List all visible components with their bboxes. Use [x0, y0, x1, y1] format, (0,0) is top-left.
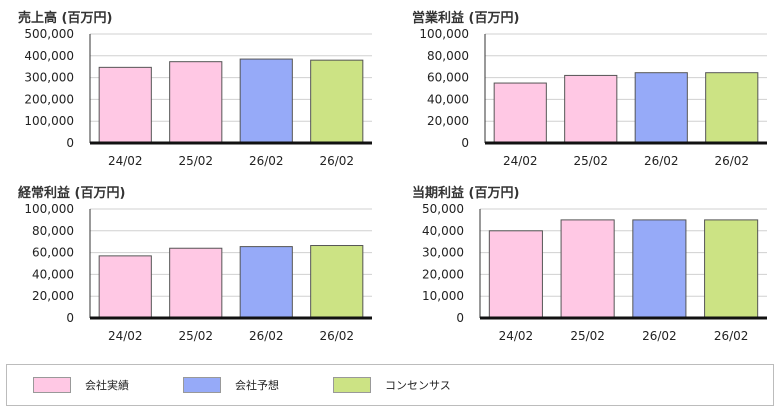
- x-tick-label: 26/02: [319, 154, 354, 168]
- legend-label-consensus: コンセンサス: [385, 379, 451, 392]
- y-tick-label: 20,000: [32, 289, 74, 303]
- y-tick-label: 100,000: [24, 202, 74, 216]
- y-tick-label: 60,000: [427, 71, 469, 85]
- chart-title: 営業利益 (百万円): [412, 10, 519, 26]
- bar: [493, 82, 547, 144]
- bar: [239, 246, 293, 319]
- y-tick-label: 300,000: [24, 71, 74, 85]
- legend-label-forecast: 会社予想: [235, 379, 279, 392]
- x-tick-label: 26/02: [642, 329, 677, 343]
- bar: [632, 219, 687, 319]
- x-tick-label: 25/02: [178, 329, 213, 343]
- y-tick-label: 100,000: [419, 27, 469, 41]
- y-tick-label: 0: [456, 311, 464, 325]
- y-tick-label: 50,000: [422, 202, 464, 216]
- y-tick-label: 100,000: [24, 114, 74, 128]
- bar: [634, 72, 688, 144]
- x-tick-label: 24/02: [503, 154, 538, 168]
- y-tick-label: 20,000: [422, 267, 464, 281]
- chart-title: 売上高 (百万円): [18, 10, 112, 26]
- x-tick-label: 25/02: [178, 154, 213, 168]
- x-tick-label: 25/02: [573, 154, 608, 168]
- y-tick-label: 0: [66, 136, 74, 150]
- chart-title: 経常利益 (百万円): [18, 185, 125, 201]
- bar: [704, 219, 759, 319]
- bar: [169, 247, 223, 319]
- bar: [239, 58, 293, 144]
- legend-item-consensus: コンセンサス: [333, 376, 451, 394]
- y-tick-label: 200,000: [24, 92, 74, 106]
- bar: [310, 59, 364, 144]
- legend-item-forecast: 会社予想: [183, 376, 279, 394]
- x-tick-label: 26/02: [249, 154, 284, 168]
- x-tick-label: 26/02: [714, 329, 749, 343]
- y-tick-label: 30,000: [422, 246, 464, 260]
- y-tick-label: 80,000: [427, 49, 469, 63]
- legend-swatch-forecast: [183, 377, 221, 393]
- x-tick-label: 26/02: [249, 329, 284, 343]
- charts-area: 売上高 (百万円)500,000 400,000 300,000 200,000 100…: [18, 10, 767, 343]
- legend-swatch-consensus: [333, 377, 371, 393]
- x-tick-label: 24/02: [499, 329, 534, 343]
- chart-title: 当期利益 (百万円): [412, 185, 519, 201]
- y-tick-label: 40,000: [422, 224, 464, 238]
- x-tick-label: 25/02: [570, 329, 605, 343]
- legend: 会社実績 会社予想 コンセンサス: [6, 364, 774, 406]
- bar: [705, 72, 759, 144]
- legend-label-actual: 会社実績: [85, 379, 129, 392]
- y-tick-label: 60,000: [32, 246, 74, 260]
- x-tick-label: 26/02: [319, 329, 354, 343]
- bar: [98, 66, 152, 144]
- bar: [169, 61, 223, 144]
- y-tick-label: 0: [66, 311, 74, 325]
- x-tick-label: 24/02: [108, 154, 143, 168]
- y-tick-label: 20,000: [427, 114, 469, 128]
- bar: [310, 245, 364, 319]
- bar: [564, 74, 618, 144]
- bar: [98, 255, 152, 319]
- y-tick-label: 40,000: [427, 92, 469, 106]
- y-tick-label: 40,000: [32, 267, 74, 281]
- x-tick-label: 26/02: [714, 154, 749, 168]
- y-tick-label: 10,000: [422, 289, 464, 303]
- legend-swatch-actual: [33, 377, 71, 393]
- y-tick-label: 400,000: [24, 49, 74, 63]
- y-tick-label: 500,000: [24, 27, 74, 41]
- y-tick-label: 0: [461, 136, 469, 150]
- legend-item-actual: 会社実績: [33, 376, 129, 394]
- bar: [560, 219, 615, 319]
- y-tick-label: 80,000: [32, 224, 74, 238]
- bar: [488, 230, 543, 319]
- x-tick-label: 26/02: [644, 154, 679, 168]
- x-tick-label: 24/02: [108, 329, 143, 343]
